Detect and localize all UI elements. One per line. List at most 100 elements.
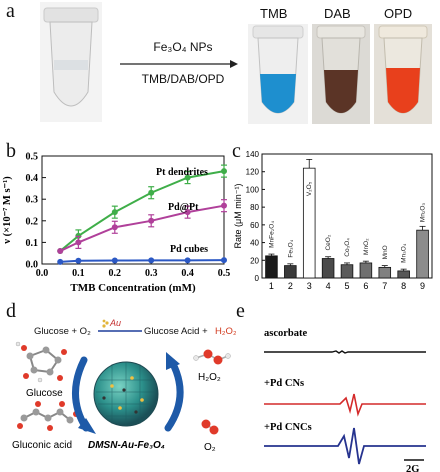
trace-label-ascorbate: ascorbate — [264, 328, 307, 339]
chart-c-bar — [397, 270, 410, 279]
panel-a-letter: a — [6, 0, 15, 22]
chart-b-point — [111, 257, 118, 264]
chart-b: 0.0 0.1 0.2 0.3 0.4 0.5 0.0 0.1 0.2 0.3 0.4 0.5 TMB … — [2, 152, 230, 294]
chart-c-ytick-label: 100 — [246, 185, 260, 194]
panel-c-letter: c — [232, 140, 241, 162]
arrow-bottom-label: TMB/DAB/OPD — [141, 72, 225, 86]
chart-c-bar-label: CeO₂ — [325, 234, 332, 250]
chart-c-bar-label: V₂O₅ — [306, 181, 313, 196]
chart-c-bar-label: MnO₂ — [363, 238, 370, 255]
arrow-top-label: Fe₃O₄ NPs — [153, 40, 213, 54]
chart-b-xtick-label: 0.4 — [181, 268, 194, 279]
o2-label: O₂ — [204, 442, 216, 453]
au-dots — [102, 319, 109, 328]
chart-c-bar-label: MnFe₂O₄ — [268, 221, 275, 248]
chart-b-xtick-label: 0.0 — [36, 268, 49, 279]
panel-b-letter: b — [6, 140, 16, 162]
chart-c-bar — [321, 258, 335, 279]
arrow-left-head — [78, 418, 96, 434]
chart-b-ytick-label: 0.3 — [26, 195, 39, 206]
chart-b-ylabel: ν (×10⁻⁷ M s⁻¹) — [2, 176, 13, 245]
h2o2-label: H₂O₂ — [198, 372, 221, 383]
h2o2-molecule — [193, 349, 231, 365]
chart-b-point — [57, 248, 64, 255]
gluconic-molecule — [17, 401, 79, 431]
chart-b-curve-label-pdcubes: Pd cubes — [170, 244, 208, 255]
reaction-right-b: H₂O₂ — [215, 326, 236, 337]
chart-c-xtick-label: 5 — [344, 281, 349, 291]
trace-ascorbate — [264, 350, 426, 354]
chart-c-bar — [378, 266, 392, 279]
chart-b-series-line — [59, 170, 225, 252]
chart-c-ytick-label: 0 — [255, 274, 260, 283]
glucose-molecule — [15, 341, 67, 383]
center-label: DMSN-Au-Fe₃O₄ — [88, 440, 165, 451]
chart-b-ytick-label: 0.2 — [26, 216, 39, 227]
nanoparticle-texture — [96, 362, 156, 426]
tube-label-tmb: TMB — [260, 6, 288, 21]
chart-c-xtick-label: 7 — [382, 281, 387, 291]
chart-b-point — [75, 239, 82, 246]
chart-b-point — [184, 209, 191, 216]
chart-c-bar — [302, 167, 316, 279]
trace-pd-cncs — [264, 427, 426, 465]
o2-molecule — [201, 419, 219, 435]
opd-tube-photo — [374, 24, 432, 124]
chart-b-xtick-label: 0.2 — [109, 268, 122, 279]
chart-c-ylabel: Rate (μM min⁻¹) — [233, 184, 243, 249]
chart-b-point — [57, 258, 64, 265]
chart-c-xtick-label: 8 — [401, 281, 406, 291]
reaction-arrow — [120, 60, 238, 68]
trace-label-pd-cns: +Pd CNs — [264, 378, 304, 389]
chart-c-ytick-label: 120 — [246, 168, 260, 177]
chart-c-bar-label: Fe₃O₄ — [287, 239, 294, 257]
chart-c: 0 20 40 60 80 100 120 140 Rate (μM min⁻¹) 1 MnFe₂… — [233, 150, 433, 291]
panel-d-diagram: Glucose + O₂ Au Glucose Acid + H₂O₂ Gluc… — [12, 318, 236, 453]
chart-c-ytick-label: 60 — [250, 221, 259, 230]
chart-c-bar-label: Mn₃O₄ — [401, 243, 408, 263]
chart-b-curve-label-pt: Pt dendrites — [156, 167, 208, 178]
chart-c-bar — [359, 262, 373, 279]
panel-d-letter: d — [6, 300, 16, 322]
chart-c-bar-label: MnO — [382, 245, 389, 259]
chart-b-series-line — [59, 204, 225, 252]
chart-b-point — [184, 174, 191, 181]
trace-label-pd-cncs: +Pd CNCs — [264, 422, 312, 433]
trace-pd-cns — [264, 393, 426, 417]
chart-c-bar — [416, 229, 429, 279]
chart-b-point — [184, 257, 191, 264]
reaction-right-a: Glucose Acid + — [144, 326, 208, 337]
scale-label: 2G — [406, 464, 419, 472]
chart-c-ytick-label: 80 — [250, 203, 259, 212]
panel-e-letter: e — [236, 300, 245, 322]
chart-b-point — [111, 224, 118, 231]
chart-c-xtick-label: 3 — [307, 281, 312, 291]
chart-b-point — [75, 257, 82, 264]
chart-c-xtick-label: 6 — [363, 281, 368, 291]
arrow-right-head — [166, 352, 180, 370]
chart-c-xtick-label: 9 — [420, 281, 425, 291]
reaction-left: Glucose + O₂ — [34, 326, 91, 337]
chart-b-point — [221, 202, 227, 209]
chart-c-xtick-label: 1 — [269, 281, 274, 291]
chart-c-ytick-label: 140 — [246, 150, 260, 159]
chart-c-bar-label: Co₃O₄ — [344, 238, 351, 257]
glucose-label: Glucose — [26, 388, 63, 399]
chart-b-xtick-label: 0.1 — [72, 268, 85, 279]
chart-c-ytick-label: 40 — [250, 239, 259, 248]
chart-c-bar-label: Mn₂O₃ — [420, 203, 427, 223]
tube-label-opd: OPD — [384, 6, 413, 21]
chart-b-point — [221, 168, 227, 175]
chart-b-ytick-label: 0.5 — [26, 152, 39, 163]
chart-b-series-line — [60, 259, 225, 263]
panel-e-epr: ascorbate +Pd CNs +Pd CNCs 2G — [264, 328, 426, 472]
chart-c-xtick-label: 2 — [288, 281, 293, 291]
dab-tube-photo — [312, 24, 370, 124]
arrow-left-curve — [72, 356, 90, 432]
gluconic-label: Gluconic acid — [12, 440, 72, 451]
chart-b-point — [221, 257, 227, 264]
chart-c-xtick-label: 4 — [326, 281, 331, 291]
chart-b-point — [148, 257, 155, 264]
empty-tube-photo — [40, 2, 102, 122]
chart-c-bar — [340, 264, 354, 279]
